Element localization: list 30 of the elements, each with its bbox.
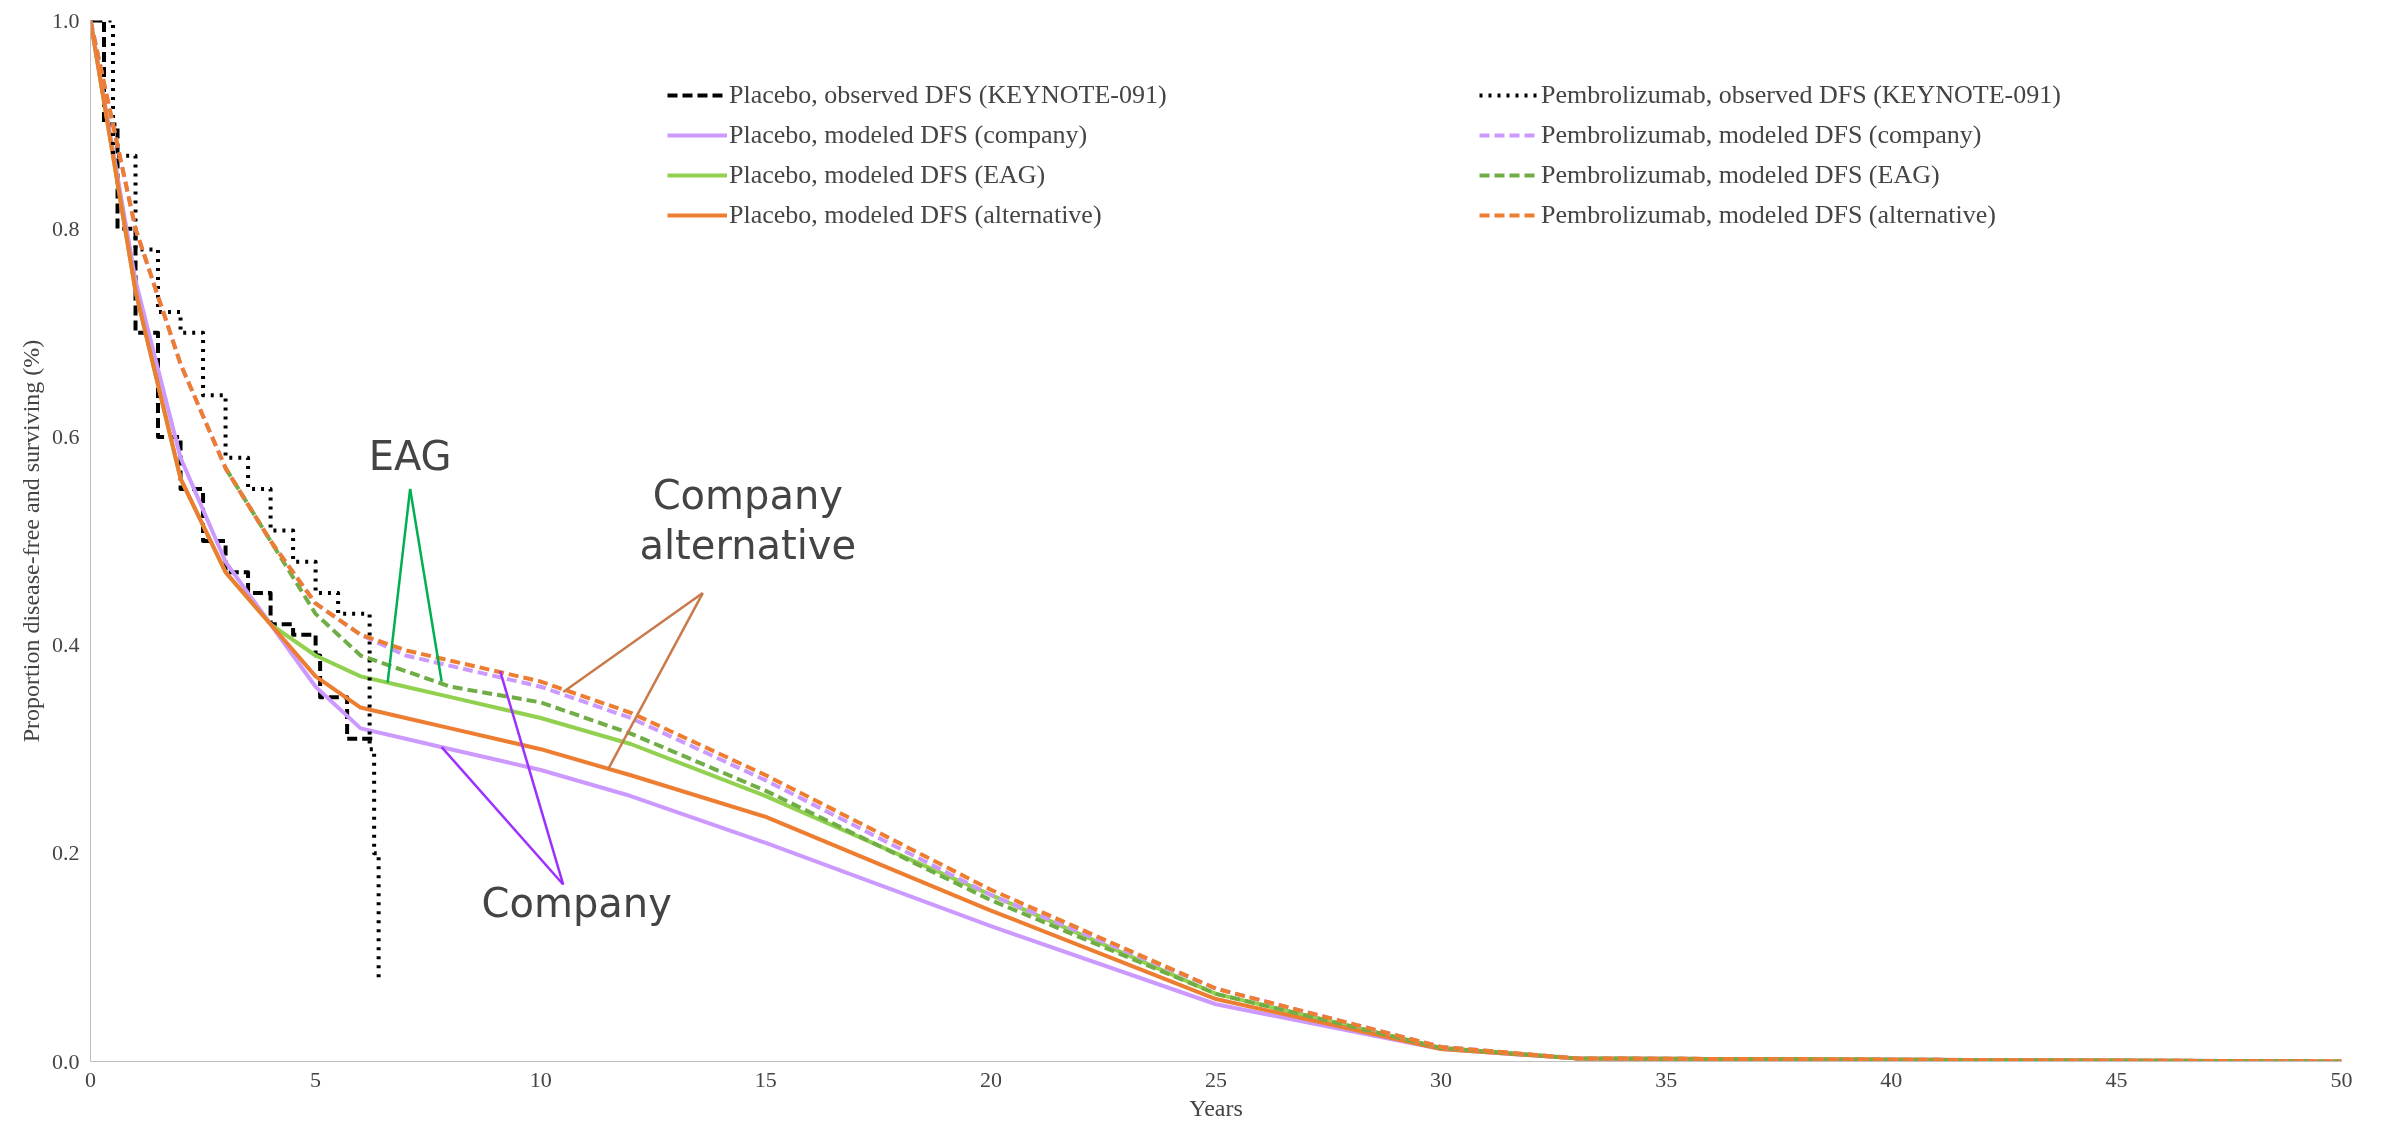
legend-label: Placebo, modeled DFS (alternative) xyxy=(729,200,1103,230)
y-tick-label: 0.6 xyxy=(52,423,80,449)
x-tick-label: 25 xyxy=(1205,1066,1227,1092)
annotation: Company xyxy=(481,880,672,927)
legend-label: Placebo, modeled DFS (company) xyxy=(729,120,1089,150)
x-tick-label: 0 xyxy=(85,1066,96,1092)
y-tick-label: 0.0 xyxy=(52,1048,80,1074)
y-tick-label: 0.4 xyxy=(52,632,80,658)
legend-label: Placebo, observed DFS (KEYNOTE-091) xyxy=(729,80,1168,110)
x-axis-title: Years xyxy=(1189,1094,1243,1121)
y-axis-title: Proportion disease-free and surviving (%) xyxy=(18,339,44,743)
x-tick-label: 50 xyxy=(2330,1066,2353,1092)
annotation: Company alternative xyxy=(639,471,857,569)
legend-label: Pembrolizumab, modeled DFS (alternative) xyxy=(1541,200,1997,230)
y-tick-label: 0.2 xyxy=(52,840,80,866)
annotation: EAG xyxy=(368,432,452,479)
x-tick-label: 5 xyxy=(310,1066,322,1092)
y-tick-label: 1.0 xyxy=(52,7,80,33)
legend-label: Pembrolizumab, modeled DFS (EAG) xyxy=(1541,160,1941,190)
x-tick-label: 40 xyxy=(1880,1066,1903,1092)
x-tick-label: 45 xyxy=(2105,1066,2128,1092)
x-tick-label: 20 xyxy=(979,1066,1002,1092)
legend-label: Pembrolizumab, observed DFS (KEYNOTE-091) xyxy=(1541,80,2062,110)
x-tick-label: 30 xyxy=(1430,1066,1453,1092)
y-tick-label: 0.8 xyxy=(52,215,80,241)
x-tick-label: 15 xyxy=(754,1066,777,1092)
x-tick-label: 10 xyxy=(529,1066,552,1092)
legend-label: Pembrolizumab, modeled DFS (company) xyxy=(1541,120,1983,150)
x-tick-label: 35 xyxy=(1655,1066,1678,1092)
legend-label: Placebo, modeled DFS (EAG) xyxy=(729,160,1047,190)
